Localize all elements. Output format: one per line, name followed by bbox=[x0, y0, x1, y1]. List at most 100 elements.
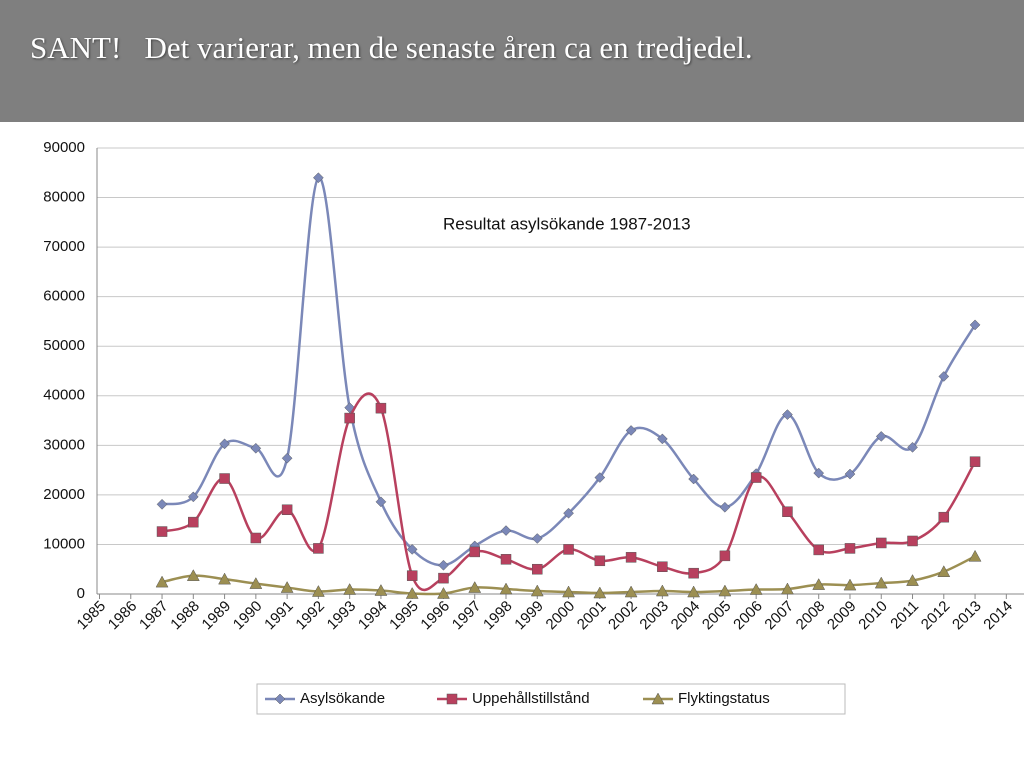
y-tick-label: 90000 bbox=[43, 139, 85, 156]
point bbox=[188, 516, 199, 528]
point bbox=[219, 473, 230, 484]
point bbox=[313, 172, 324, 184]
point bbox=[594, 472, 606, 483]
point bbox=[907, 441, 918, 453]
x-tick-label: 1986 bbox=[105, 598, 141, 634]
point bbox=[281, 504, 293, 516]
point bbox=[844, 543, 856, 554]
point bbox=[938, 371, 950, 382]
x-tick-label: 2006 bbox=[730, 598, 766, 634]
x-tick-label: 1987 bbox=[136, 598, 172, 634]
point bbox=[813, 467, 825, 479]
point bbox=[218, 572, 232, 585]
point bbox=[969, 456, 981, 467]
chart-title: Resultat asylsökande 1987-2013 bbox=[443, 214, 691, 233]
point bbox=[406, 544, 418, 555]
point bbox=[406, 570, 418, 581]
header: SANT! Det varierar, men de senaste åren … bbox=[0, 0, 1024, 122]
x-tick-label: 2001 bbox=[574, 598, 610, 634]
point bbox=[719, 501, 731, 513]
point bbox=[499, 582, 513, 595]
x-tick-label: 1990 bbox=[230, 598, 266, 634]
x-tick-label: 2008 bbox=[793, 598, 829, 634]
point bbox=[375, 496, 387, 508]
x-tick-label: 2009 bbox=[824, 598, 860, 634]
point bbox=[624, 585, 638, 598]
x-tick-label: 1985 bbox=[74, 598, 110, 634]
point bbox=[718, 584, 732, 597]
point bbox=[155, 575, 169, 588]
point bbox=[468, 581, 482, 593]
point bbox=[311, 584, 325, 597]
point bbox=[156, 498, 168, 510]
point bbox=[782, 506, 793, 517]
y-tick-label: 20000 bbox=[43, 486, 85, 503]
point bbox=[156, 526, 168, 537]
x-tick-label: 2014 bbox=[980, 598, 1016, 634]
point bbox=[563, 507, 574, 519]
point bbox=[594, 555, 606, 567]
y-tick-label: 30000 bbox=[43, 436, 85, 453]
legend-label: Flyktingstatus bbox=[678, 690, 770, 707]
point bbox=[405, 586, 419, 599]
point bbox=[688, 473, 699, 485]
point bbox=[531, 533, 543, 544]
x-tick-label: 1995 bbox=[386, 598, 422, 634]
x-tick-label: 2011 bbox=[887, 598, 922, 633]
point bbox=[625, 552, 637, 563]
point bbox=[655, 584, 669, 597]
point bbox=[657, 433, 668, 445]
point bbox=[563, 544, 574, 555]
chart: Resultat asylsökande 1987-2013 0 10000 200… bbox=[43, 139, 1024, 715]
point bbox=[874, 576, 888, 589]
point bbox=[469, 546, 480, 558]
point bbox=[249, 577, 263, 589]
point bbox=[657, 561, 668, 572]
legend-marker bbox=[446, 693, 458, 705]
point bbox=[438, 559, 449, 571]
point bbox=[313, 543, 324, 554]
point bbox=[687, 585, 701, 598]
point bbox=[281, 452, 293, 464]
point bbox=[876, 537, 887, 549]
y-tick-label: 0 bbox=[77, 585, 85, 602]
y-tick-label: 40000 bbox=[43, 387, 85, 404]
x-tick-label: 1994 bbox=[355, 598, 391, 634]
point bbox=[593, 586, 607, 599]
y-tick-label: 70000 bbox=[43, 238, 85, 255]
x-tick-label: 1997 bbox=[449, 598, 485, 634]
point bbox=[344, 412, 355, 424]
point bbox=[750, 472, 762, 483]
point bbox=[530, 584, 544, 597]
x-tick-label: 2003 bbox=[636, 598, 672, 634]
x-tick-label: 1993 bbox=[324, 598, 360, 634]
point bbox=[187, 491, 199, 503]
x-tick-label: 2007 bbox=[761, 598, 797, 634]
point bbox=[438, 572, 449, 584]
y-tick-label: 10000 bbox=[43, 535, 85, 552]
header-title: SANT! Det varierar, men de senaste åren … bbox=[30, 30, 753, 65]
point bbox=[719, 550, 731, 562]
y-tick-label: 50000 bbox=[43, 337, 85, 354]
point bbox=[250, 532, 262, 544]
point bbox=[562, 585, 575, 598]
y-tick-label: 80000 bbox=[43, 189, 85, 206]
legend-label: Uppehållstillstånd bbox=[472, 690, 590, 707]
point bbox=[625, 425, 637, 436]
point bbox=[907, 535, 918, 547]
point bbox=[906, 574, 919, 586]
point bbox=[781, 582, 794, 595]
x-tick-label: 1998 bbox=[480, 598, 516, 634]
point bbox=[968, 549, 982, 562]
x-tick-label: 2002 bbox=[605, 598, 641, 634]
x-tick-label: 2000 bbox=[543, 598, 579, 634]
point bbox=[749, 583, 763, 595]
point bbox=[500, 554, 512, 565]
point bbox=[812, 578, 826, 590]
x-tick-label: 2004 bbox=[668, 598, 704, 634]
x-tick-label: 1996 bbox=[417, 598, 453, 634]
point bbox=[843, 578, 857, 591]
point bbox=[875, 431, 887, 442]
x-tick-label: 1989 bbox=[199, 598, 235, 634]
